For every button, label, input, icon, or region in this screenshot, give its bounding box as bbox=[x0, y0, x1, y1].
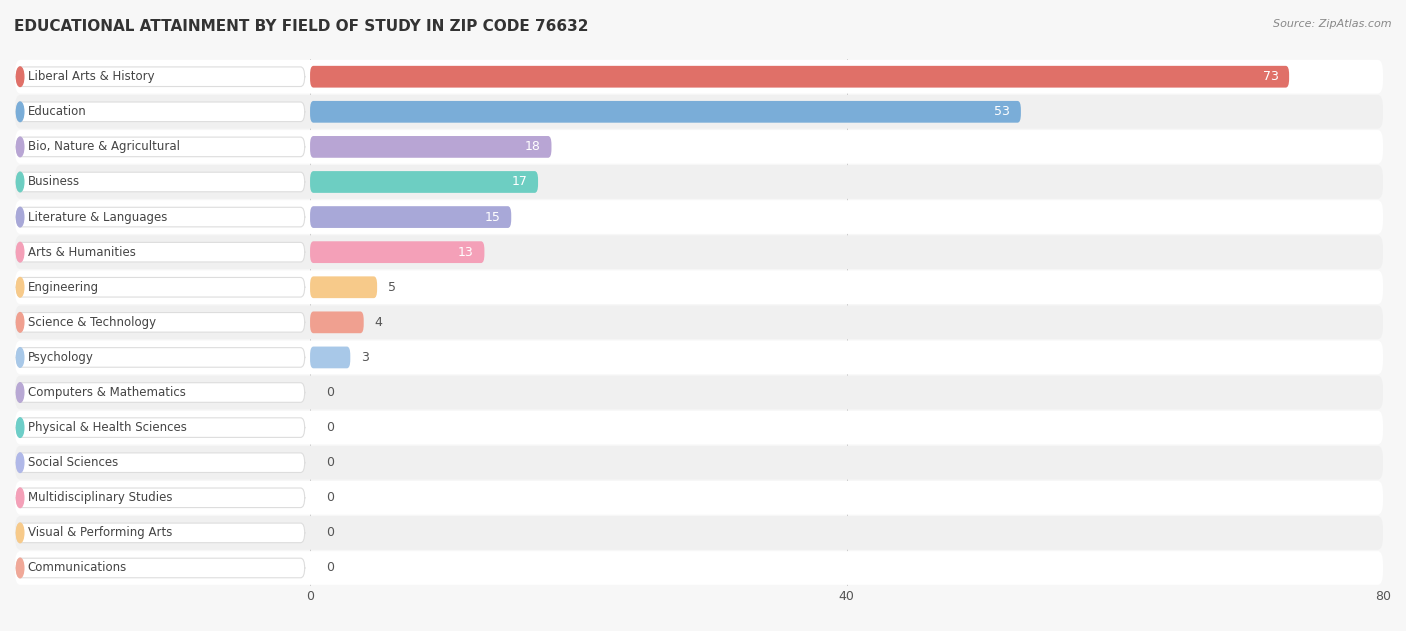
Circle shape bbox=[17, 383, 24, 403]
Text: Physical & Health Sciences: Physical & Health Sciences bbox=[28, 421, 187, 434]
Text: 53: 53 bbox=[994, 105, 1010, 118]
Text: 0: 0 bbox=[326, 562, 335, 574]
FancyBboxPatch shape bbox=[17, 558, 305, 578]
FancyBboxPatch shape bbox=[17, 488, 305, 507]
FancyBboxPatch shape bbox=[311, 171, 538, 193]
FancyBboxPatch shape bbox=[15, 235, 1384, 269]
FancyBboxPatch shape bbox=[17, 67, 305, 86]
Text: Education: Education bbox=[28, 105, 87, 118]
FancyBboxPatch shape bbox=[17, 102, 305, 122]
Text: 5: 5 bbox=[388, 281, 396, 294]
Text: Visual & Performing Arts: Visual & Performing Arts bbox=[28, 526, 172, 540]
FancyBboxPatch shape bbox=[15, 375, 1384, 410]
Circle shape bbox=[17, 102, 24, 122]
FancyBboxPatch shape bbox=[15, 271, 1384, 304]
Text: EDUCATIONAL ATTAINMENT BY FIELD OF STUDY IN ZIP CODE 76632: EDUCATIONAL ATTAINMENT BY FIELD OF STUDY… bbox=[14, 19, 589, 34]
Circle shape bbox=[17, 208, 24, 227]
Circle shape bbox=[17, 137, 24, 156]
FancyBboxPatch shape bbox=[15, 481, 1384, 515]
Circle shape bbox=[17, 172, 24, 192]
Text: Psychology: Psychology bbox=[28, 351, 94, 364]
FancyBboxPatch shape bbox=[311, 346, 350, 369]
Text: Bio, Nature & Agricultural: Bio, Nature & Agricultural bbox=[28, 140, 180, 153]
Text: 17: 17 bbox=[512, 175, 527, 189]
FancyBboxPatch shape bbox=[15, 551, 1384, 585]
Circle shape bbox=[17, 523, 24, 543]
Text: Source: ZipAtlas.com: Source: ZipAtlas.com bbox=[1274, 19, 1392, 29]
Circle shape bbox=[17, 558, 24, 578]
Text: Arts & Humanities: Arts & Humanities bbox=[28, 245, 136, 259]
FancyBboxPatch shape bbox=[17, 242, 305, 262]
Text: 0: 0 bbox=[326, 526, 335, 540]
FancyBboxPatch shape bbox=[17, 453, 305, 473]
Text: Literature & Languages: Literature & Languages bbox=[28, 211, 167, 223]
FancyBboxPatch shape bbox=[311, 276, 377, 298]
Text: 0: 0 bbox=[326, 456, 335, 469]
FancyBboxPatch shape bbox=[311, 101, 1021, 122]
FancyBboxPatch shape bbox=[17, 418, 305, 437]
FancyBboxPatch shape bbox=[311, 66, 1289, 88]
FancyBboxPatch shape bbox=[17, 523, 305, 543]
Text: Social Sciences: Social Sciences bbox=[28, 456, 118, 469]
FancyBboxPatch shape bbox=[15, 305, 1384, 339]
FancyBboxPatch shape bbox=[15, 165, 1384, 199]
FancyBboxPatch shape bbox=[17, 312, 305, 332]
FancyBboxPatch shape bbox=[15, 95, 1384, 129]
Text: Engineering: Engineering bbox=[28, 281, 98, 294]
Text: Science & Technology: Science & Technology bbox=[28, 316, 156, 329]
FancyBboxPatch shape bbox=[15, 200, 1384, 234]
Text: Business: Business bbox=[28, 175, 80, 189]
Text: 0: 0 bbox=[326, 421, 335, 434]
FancyBboxPatch shape bbox=[17, 348, 305, 367]
Text: Multidisciplinary Studies: Multidisciplinary Studies bbox=[28, 492, 173, 504]
FancyBboxPatch shape bbox=[17, 137, 305, 156]
FancyBboxPatch shape bbox=[15, 60, 1384, 93]
FancyBboxPatch shape bbox=[311, 241, 485, 263]
FancyBboxPatch shape bbox=[15, 516, 1384, 550]
FancyBboxPatch shape bbox=[15, 446, 1384, 480]
FancyBboxPatch shape bbox=[311, 312, 364, 333]
Text: 15: 15 bbox=[485, 211, 501, 223]
FancyBboxPatch shape bbox=[17, 383, 305, 403]
FancyBboxPatch shape bbox=[311, 206, 512, 228]
Text: 4: 4 bbox=[374, 316, 382, 329]
FancyBboxPatch shape bbox=[17, 172, 305, 192]
FancyBboxPatch shape bbox=[17, 278, 305, 297]
Text: 0: 0 bbox=[326, 386, 335, 399]
Circle shape bbox=[17, 488, 24, 507]
FancyBboxPatch shape bbox=[15, 341, 1384, 374]
FancyBboxPatch shape bbox=[311, 136, 551, 158]
FancyBboxPatch shape bbox=[15, 130, 1384, 163]
Text: 13: 13 bbox=[458, 245, 474, 259]
Circle shape bbox=[17, 242, 24, 262]
Text: Communications: Communications bbox=[28, 562, 127, 574]
Text: 18: 18 bbox=[524, 140, 541, 153]
Circle shape bbox=[17, 278, 24, 297]
FancyBboxPatch shape bbox=[17, 208, 305, 227]
Text: 73: 73 bbox=[1263, 70, 1278, 83]
Circle shape bbox=[17, 453, 24, 473]
Text: Liberal Arts & History: Liberal Arts & History bbox=[28, 70, 155, 83]
Circle shape bbox=[17, 67, 24, 86]
Text: 0: 0 bbox=[326, 492, 335, 504]
Circle shape bbox=[17, 312, 24, 332]
Text: 3: 3 bbox=[361, 351, 368, 364]
FancyBboxPatch shape bbox=[15, 411, 1384, 444]
Circle shape bbox=[17, 418, 24, 437]
Circle shape bbox=[17, 348, 24, 367]
Text: Computers & Mathematics: Computers & Mathematics bbox=[28, 386, 186, 399]
